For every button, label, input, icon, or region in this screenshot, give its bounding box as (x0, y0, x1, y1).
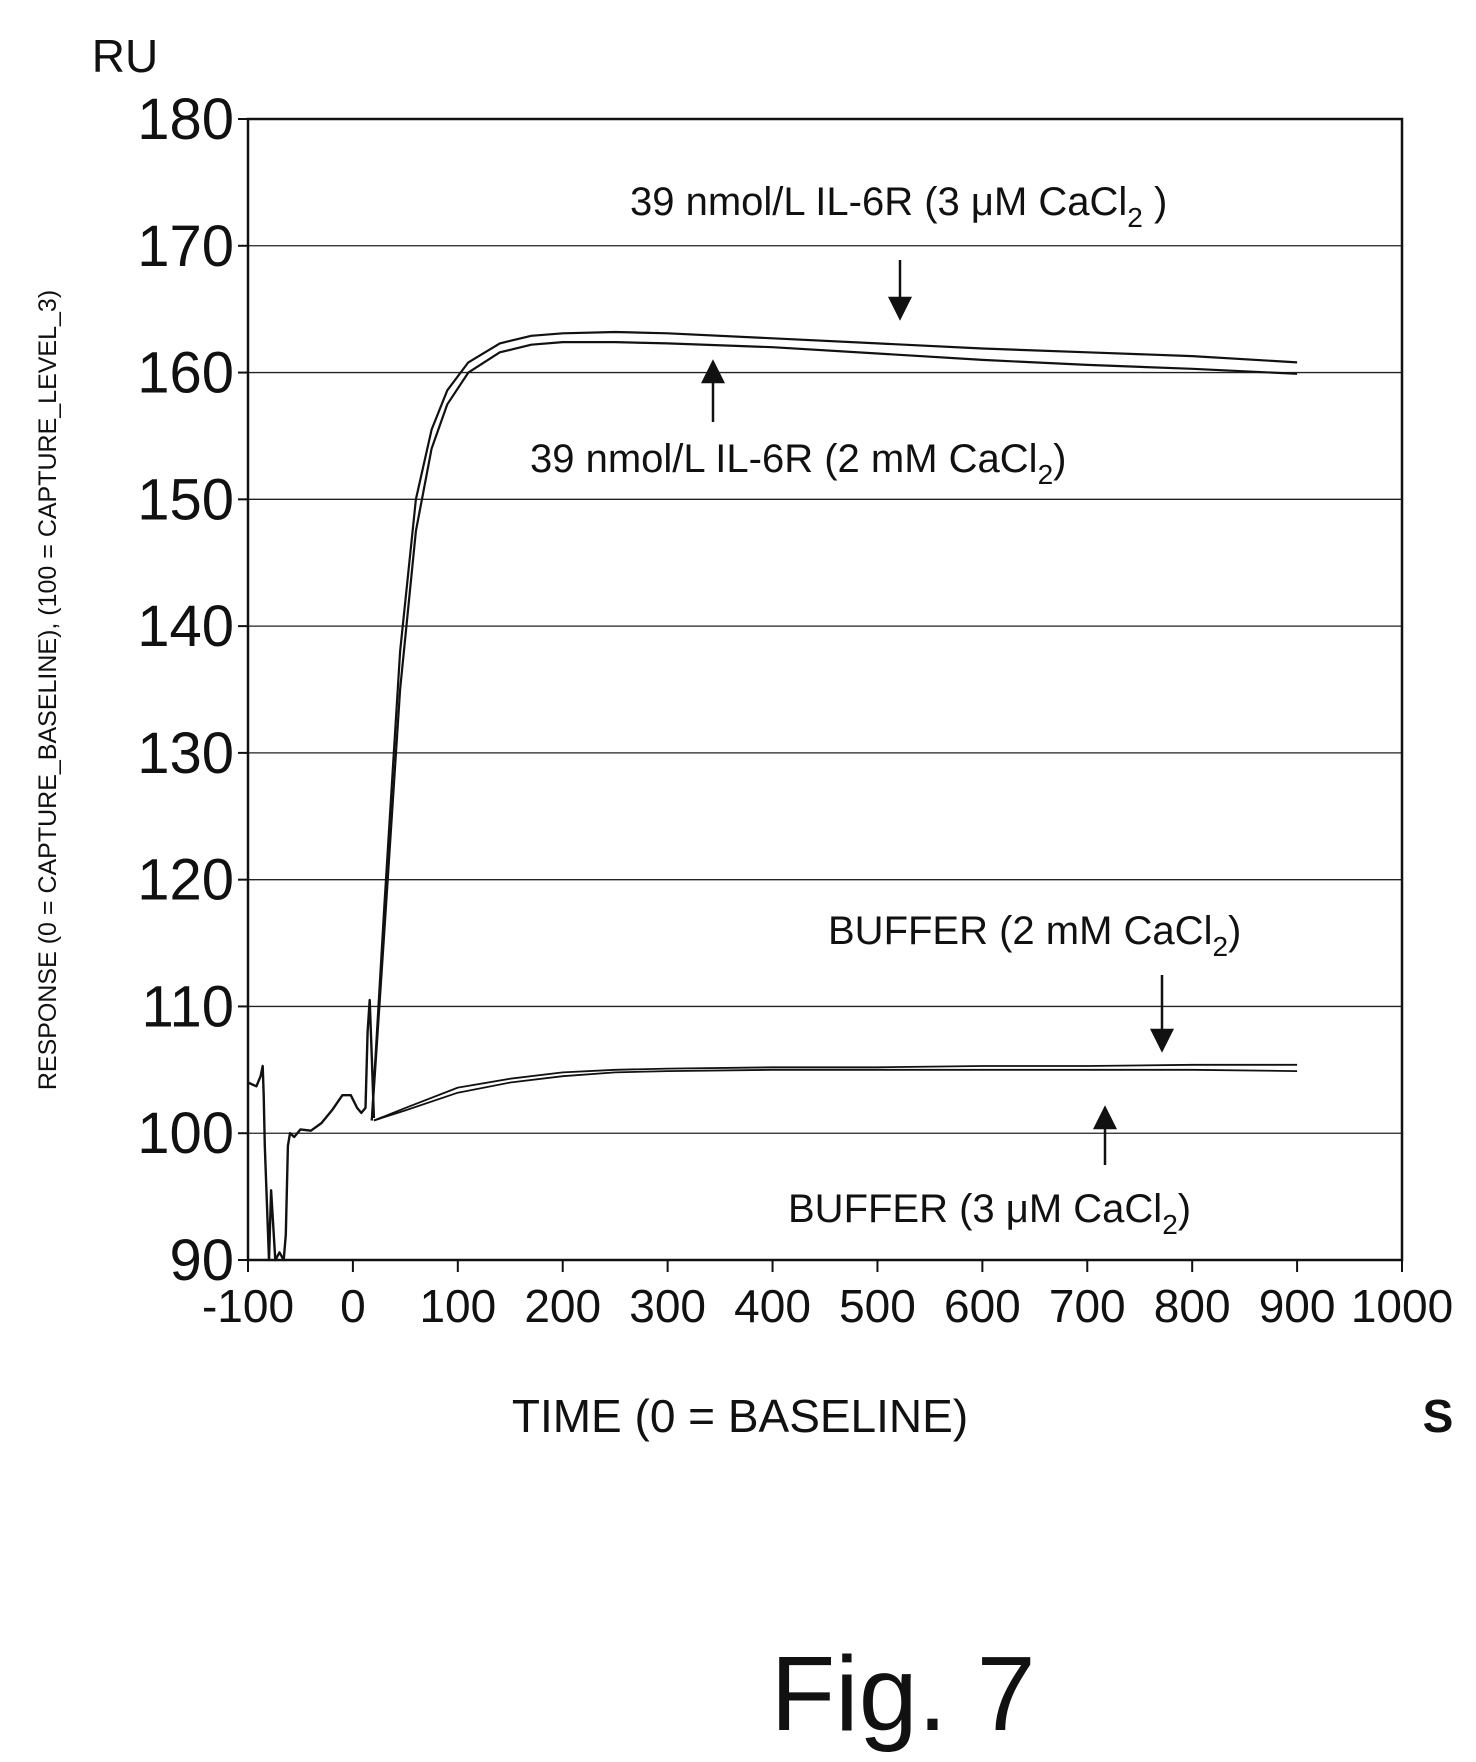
y-axis-label: RESPONSE (0 = CAPTURE_BASELINE), (100 = … (34, 290, 62, 1090)
arrowhead-il6r-3um (887, 296, 913, 321)
x-tick-label-4: 300 (629, 1280, 706, 1332)
series-line-2 (373, 1063, 1298, 1122)
x-tick-label-6: 500 (839, 1280, 916, 1332)
grid-lines (248, 245, 1402, 1134)
x-tick-label-2: 100 (419, 1280, 496, 1332)
annotation-il6r-2mm: 39 nmol/L IL-6R (2 mM CaCl2) (530, 437, 1066, 490)
series-line-3 (373, 1068, 1298, 1122)
series-line-1 (370, 341, 1298, 1121)
annotation-buffer-2mm: BUFFER (2 mM CaCl2) (828, 909, 1241, 962)
x-tick-label-0: -100 (202, 1280, 294, 1332)
annotation-arrows (700, 260, 1175, 1165)
x-tick-label-8: 700 (1049, 1280, 1126, 1332)
y-tick-label-1: 100 (137, 1101, 234, 1166)
x-tick-label-11: 1000 (1351, 1280, 1453, 1332)
y-tick-label-8: 170 (137, 214, 234, 279)
y-unit-label: RU (92, 30, 158, 82)
x-tick-label-1: 0 (340, 1280, 366, 1332)
series-line-4 (247, 998, 376, 1262)
x-tick-label-10: 900 (1259, 1280, 1336, 1332)
x-tick-label-3: 200 (524, 1280, 601, 1332)
figure-caption: Fig. 7 (770, 1635, 1035, 1753)
annotation-il6r-3um: 39 nmol/L IL-6R (3 μM CaCl2 ) (630, 180, 1167, 233)
series-line-0 (370, 330, 1298, 1121)
x-ticks: -100 0 100 200 300 400 500 600 700 800 900 1000 (202, 1260, 1453, 1332)
x-axis-label: TIME (0 = BASELINE) (512, 1390, 968, 1442)
y-tick-label-7: 160 (137, 341, 234, 406)
series-lines (247, 330, 1298, 1262)
x-tick-label-7: 600 (944, 1280, 1021, 1332)
x-tick-label-5: 400 (734, 1280, 811, 1332)
arrowhead-il6r-2mm (700, 359, 726, 384)
y-tick-label-9: 180 (137, 87, 234, 152)
y-tick-label-6: 150 (137, 467, 234, 532)
plot-frame (246, 117, 1404, 1262)
arrowhead-buffer-3um (1092, 1105, 1118, 1130)
y-tick-label-4: 130 (137, 721, 234, 786)
y-ticks: 90 100 110 120 130 140 150 160 170 180 (137, 87, 248, 1293)
y-tick-label-0: 90 (169, 1228, 234, 1293)
annotation-buffer-3um: BUFFER (3 μM CaCl2) (788, 1187, 1191, 1240)
x-tick-label-9: 800 (1154, 1280, 1231, 1332)
y-tick-label-3: 120 (137, 848, 234, 913)
y-tick-label-2: 110 (142, 974, 234, 1039)
x-unit-label: S (1423, 1390, 1454, 1442)
arrowhead-buffer-2mm (1149, 1028, 1175, 1053)
y-tick-label-5: 140 (137, 594, 234, 659)
